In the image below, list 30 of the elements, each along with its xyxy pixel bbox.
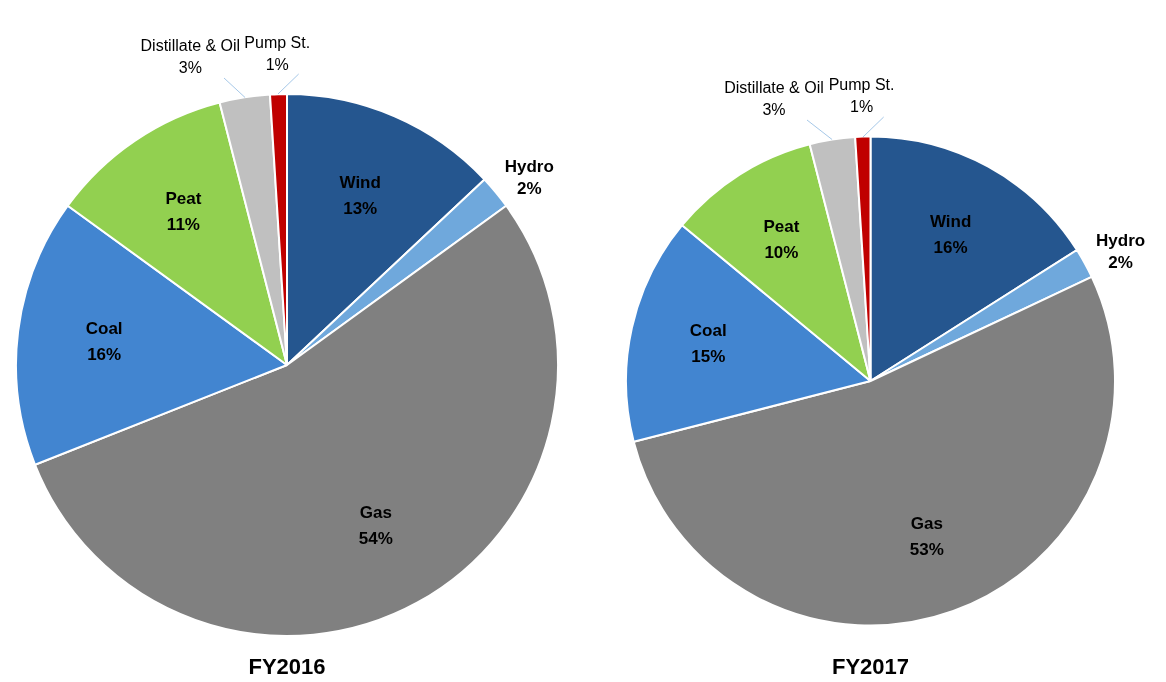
slice-label: Coal <box>689 321 727 341</box>
slice-label: Gas <box>359 503 392 523</box>
data-label: 2% <box>1108 253 1133 273</box>
slice-label: Hydro <box>504 156 554 176</box>
slice-label: Wind <box>339 172 381 192</box>
slice-label: Distillate & Oil <box>140 37 241 55</box>
slice-label: Peat <box>165 189 202 209</box>
data-label: 3% <box>178 59 202 77</box>
text: FY2016 <box>248 654 326 680</box>
slice-label: Hydro <box>1096 231 1146 251</box>
data-label: 1% <box>265 55 289 73</box>
slice-label: Wind <box>929 211 972 231</box>
data-label: 3% <box>762 101 786 119</box>
slice-label: Gas <box>910 514 943 534</box>
slice-label: Distillate & Oil <box>724 79 824 97</box>
data-label: 13% <box>343 198 378 218</box>
data-label: 11% <box>166 215 200 235</box>
slice-label: Pump St. <box>244 33 311 51</box>
text: FY2017 <box>831 654 910 680</box>
data-label: 16% <box>87 344 122 364</box>
data-label: 15% <box>691 347 726 367</box>
data-label: 10% <box>764 243 799 263</box>
data-label: 16% <box>933 237 968 257</box>
data-label: 53% <box>909 540 944 560</box>
data-label: 2% <box>517 178 542 198</box>
slice-label: Peat <box>763 217 800 237</box>
data-label: 54% <box>358 529 393 549</box>
slice-label: Coal <box>85 318 123 338</box>
data-label: 1% <box>850 98 874 116</box>
slice-label: Pump St. <box>828 76 895 94</box>
